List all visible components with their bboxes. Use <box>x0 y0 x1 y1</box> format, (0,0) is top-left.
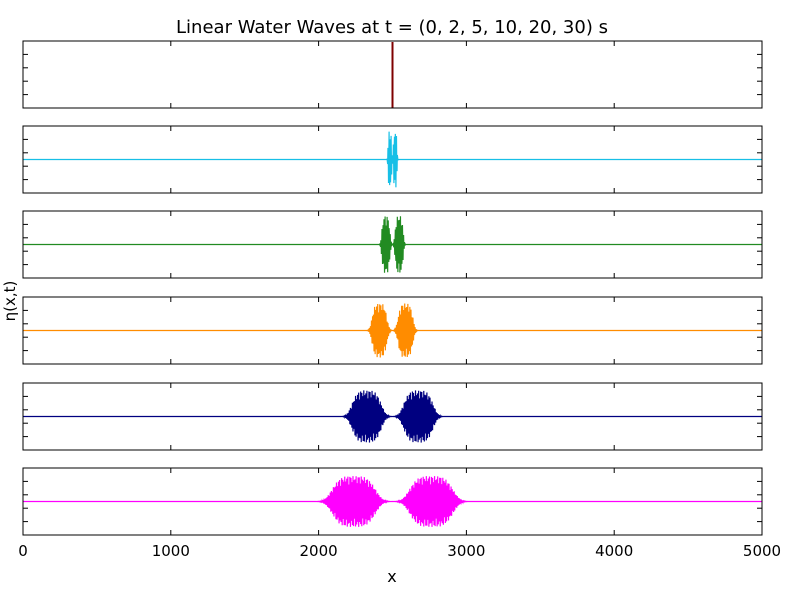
panel-t10 <box>22 296 763 365</box>
x-tick-label: 2000 <box>300 542 338 560</box>
x-tick-label: 0 <box>18 542 28 560</box>
series-line-t20 <box>23 390 762 443</box>
panel-frame <box>22 467 763 536</box>
panel-t20 <box>22 382 763 451</box>
x-tick-label: 1000 <box>152 542 190 560</box>
x-tick-label: 3000 <box>447 542 485 560</box>
x-axis-label: x <box>387 567 396 586</box>
x-tick-label: 4000 <box>595 542 633 560</box>
x-tick-label: 5000 <box>743 542 781 560</box>
panel-frame <box>22 210 763 279</box>
panel-frame <box>22 40 763 109</box>
panel-frame <box>22 125 763 194</box>
x-tick-labels: 0 1000 2000 3000 4000 5000 <box>18 542 781 560</box>
panels-group <box>22 40 763 536</box>
panel-frame <box>22 382 763 451</box>
series-line-t10 <box>23 303 762 358</box>
series-line-t2 <box>23 131 762 188</box>
panel-t0 <box>22 40 763 109</box>
series-line-t5 <box>23 216 762 273</box>
panel-t5 <box>22 210 763 279</box>
y-axis-label: η(x,t) <box>1 281 19 322</box>
chart-title: Linear Water Waves at t = (0, 2, 5, 10, … <box>176 17 608 38</box>
panel-frame <box>22 296 763 365</box>
series-line-t30 <box>23 476 762 527</box>
panel-t2 <box>22 125 763 194</box>
panel-t30 <box>22 467 763 536</box>
